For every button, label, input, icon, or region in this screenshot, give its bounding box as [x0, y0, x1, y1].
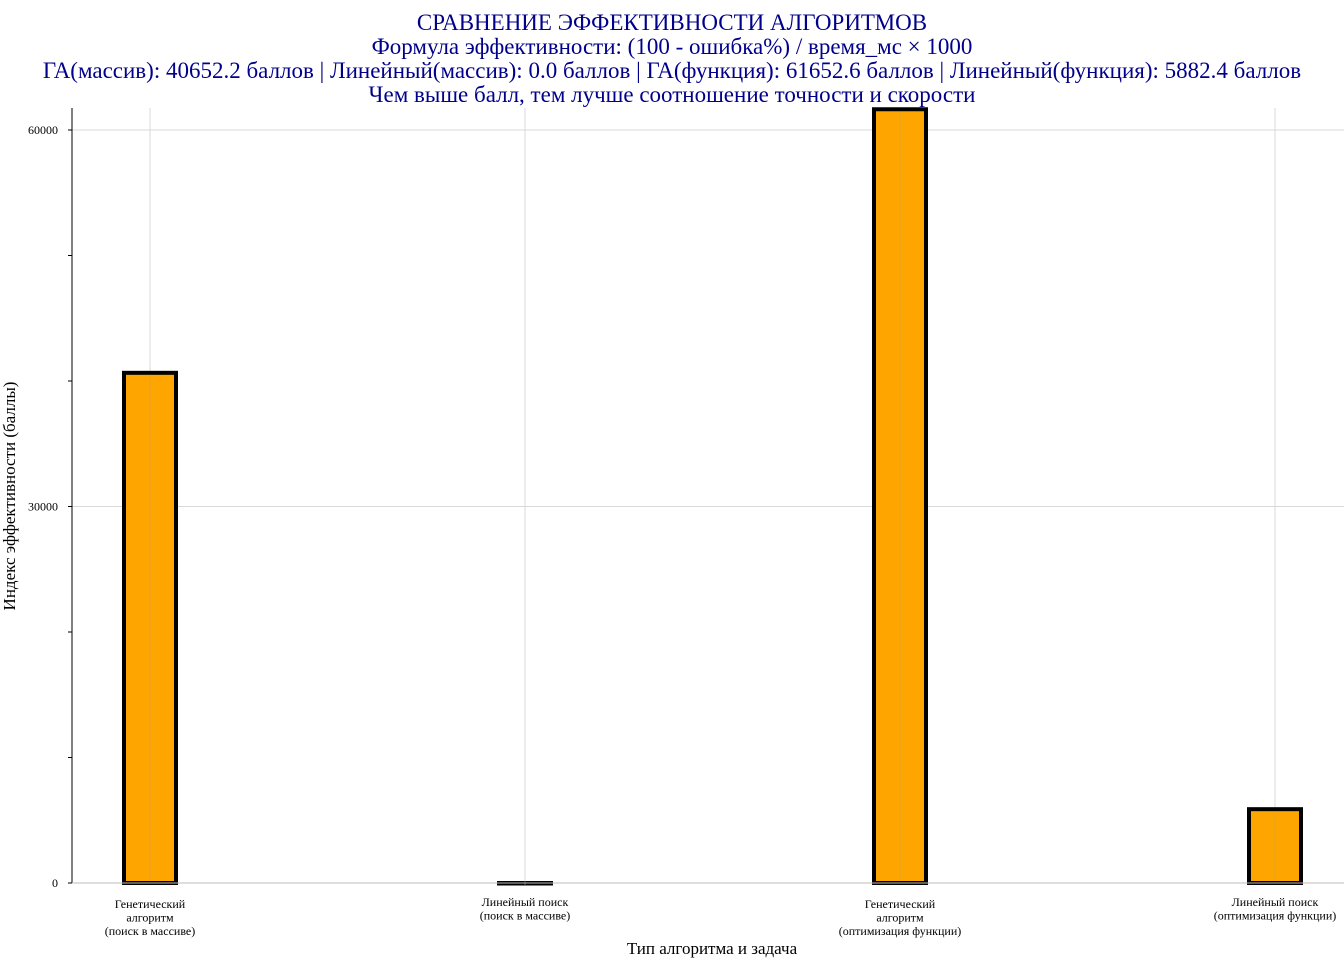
x-tick-label-line: Линейный поиск — [1232, 895, 1319, 909]
y-tick-label: 30000 — [28, 500, 58, 514]
y-tick-label: 60000 — [28, 123, 58, 137]
chart-title: СРАВНЕНИЕ ЭФФЕКТИВНОСТИ АЛГОРИТМОВФормул… — [43, 10, 1301, 107]
x-tick-label: Генетический алгоритм (оптимизация функции… — [839, 897, 962, 938]
x-tick-label-line: Генетический — [115, 897, 186, 911]
x-tick-label-line: алгоритм — [126, 911, 174, 925]
x-tick-label-line: Линейный поиск — [482, 895, 569, 909]
x-tick-label-line: (оптимизация функции) — [1214, 909, 1337, 923]
bars — [122, 107, 1303, 886]
grid — [72, 108, 1344, 883]
x-tick-label-line: (поиск в массиве) — [480, 909, 571, 923]
chart-title-line: Чем выше балл, тем лучше соотношение точ… — [369, 82, 976, 107]
axes — [68, 108, 1344, 884]
x-tick-label-line: алгоритм — [876, 911, 924, 925]
x-tick-label-line: Генетический — [865, 897, 936, 911]
x-tick-label: Линейный поиск (поиск в массиве) — [480, 895, 571, 923]
x-tick-labels: Генетический алгоритм (поиск в массиве)Лин… — [105, 895, 1337, 938]
x-tick-label-line: (поиск в массиве) — [105, 924, 196, 938]
x-axis-label: Тип алгоритма и задача — [627, 939, 798, 958]
chart-title-line: СРАВНЕНИЕ ЭФФЕКТИВНОСТИ АЛГОРИТМОВ — [417, 10, 927, 35]
y-axis-label: Индекс эффективности (баллы) — [0, 382, 19, 611]
chart-title-line: ГА(массив): 40652.2 баллов | Линейный(ма… — [43, 58, 1301, 83]
x-tick-label: Линейный поиск (оптимизация функции) — [1214, 895, 1337, 923]
x-tick-label: Генетический алгоритм (поиск в массиве) — [105, 897, 196, 938]
chart-title-line: Формула эффективности: (100 - ошибка%) /… — [372, 34, 973, 59]
x-tick-label-line: (оптимизация функции) — [839, 924, 962, 938]
y-tick-label: 0 — [52, 876, 58, 890]
y-tick-labels: 0 30000 60000 — [28, 123, 58, 890]
